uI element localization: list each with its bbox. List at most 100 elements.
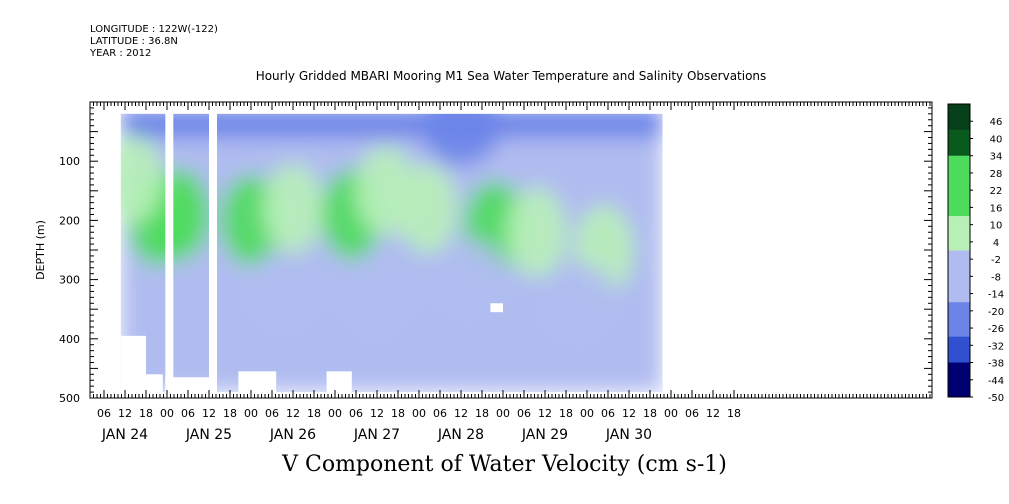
latitude-label: LATITUDE : 36.8N — [90, 36, 178, 47]
chart-caption: V Component of Water Velocity (cm s-1) — [282, 452, 727, 477]
colorbar-label-9: -8 — [991, 272, 1001, 283]
x-tick-label-20: 06 — [517, 407, 531, 420]
colorbar-swatch-32 — [948, 379, 970, 389]
y-axis-label: DEPTH (m) — [34, 220, 47, 280]
x-tick-label-29: 12 — [706, 407, 720, 420]
field-feature-6 — [397, 163, 458, 254]
colorbar-label-7: 4 — [993, 238, 999, 249]
colorbar-label-10: -14 — [988, 290, 1004, 301]
colorbar-swatch-28 — [948, 345, 970, 355]
colorbar-swatch-24 — [948, 310, 970, 320]
colorbar-swatch-11 — [948, 198, 970, 208]
colorbar-swatch-21 — [948, 284, 970, 295]
data-gap-10 — [662, 102, 932, 398]
colorbar-swatch-2 — [948, 121, 970, 131]
x-tick-label-27: 00 — [664, 407, 678, 420]
x-day-label-4: JAN 28 — [437, 427, 484, 443]
y-tick-label-4: 500 — [59, 392, 80, 405]
y-tick-label-2: 300 — [59, 274, 80, 287]
x-tick-label-2: 18 — [139, 407, 153, 420]
field-feature-13 — [429, 239, 510, 320]
x-tick-label-21: 12 — [538, 407, 552, 420]
longitude-label: LONGITUDE : 122W(-122) — [90, 24, 218, 35]
field-feature-3 — [263, 163, 323, 254]
field-feature-11 — [244, 251, 325, 332]
x-tick-label-4: 06 — [181, 407, 195, 420]
chart-title: Hourly Gridded MBARI Mooring M1 Sea Wate… — [255, 69, 767, 83]
velocity-field — [103, 102, 663, 393]
y-tick-label-1: 200 — [59, 214, 80, 227]
colorbar-swatch-19 — [948, 267, 970, 277]
x-tick-label-7: 00 — [244, 407, 258, 420]
x-tick-label-18: 18 — [475, 407, 489, 420]
colorbar-label-5: 16 — [990, 203, 1003, 214]
data-gap-8 — [490, 303, 503, 313]
x-tick-label-8: 06 — [265, 407, 279, 420]
colorbar-swatch-8 — [948, 172, 970, 183]
colorbar-swatch-4 — [948, 138, 970, 148]
data-gap-1 — [120, 335, 146, 398]
x-tick-label-12: 06 — [349, 407, 363, 420]
colorbar-swatch-13 — [948, 216, 970, 226]
colorbar-label-12: -26 — [988, 324, 1004, 335]
colorbar-swatch-15 — [948, 233, 970, 243]
colorbar-label-8: -2 — [991, 255, 1001, 266]
x-tick-label-24: 06 — [601, 407, 615, 420]
colorbar-swatch-22 — [948, 293, 970, 303]
data-gap-6 — [238, 371, 277, 393]
colorbar-label-14: -38 — [988, 359, 1004, 370]
x-tick-label-9: 12 — [286, 407, 300, 420]
colorbar-label-6: 10 — [990, 221, 1003, 232]
year-label: YEAR : 2012 — [90, 48, 152, 59]
colorbar-swatch-1 — [948, 112, 970, 122]
colorbar-swatch-16 — [948, 241, 970, 251]
x-tick-label-15: 00 — [412, 407, 426, 420]
colorbar-swatch-0 — [948, 104, 970, 114]
colorbar-swatch-3 — [948, 129, 970, 139]
x-tick-label-30: 18 — [727, 407, 741, 420]
colorbar-swatch-12 — [948, 207, 970, 217]
x-tick-label-28: 06 — [685, 407, 699, 420]
data-gap-3 — [165, 102, 174, 398]
colorbar-label-0: 46 — [990, 117, 1003, 128]
field-feature-8 — [506, 187, 567, 278]
header-meta: LONGITUDE : 122W(-122) LATITUDE : 36.8N … — [90, 24, 218, 60]
data-gap-11 — [90, 102, 932, 114]
colorbar-label-2: 34 — [990, 152, 1003, 163]
colorbar-swatch-30 — [948, 362, 970, 372]
colorbar-label-4: 22 — [990, 186, 1003, 197]
field-feature-12 — [337, 257, 417, 338]
x-tick-label-26: 18 — [643, 407, 657, 420]
colorbar-swatch-31 — [948, 371, 970, 381]
colorbar-label-15: -44 — [988, 376, 1004, 387]
colorbar-swatch-6 — [948, 155, 970, 165]
colorbar-label-3: 28 — [990, 169, 1003, 180]
y-tick-label-0: 100 — [59, 155, 80, 168]
y-tick-label-3: 400 — [59, 333, 80, 346]
x-tick-label-5: 12 — [202, 407, 216, 420]
x-tick-label-11: 00 — [328, 407, 342, 420]
field-feature-1 — [149, 169, 210, 260]
x-tick-label-25: 12 — [622, 407, 636, 420]
x-tick-label-10: 18 — [307, 407, 321, 420]
field-feature-14 — [538, 263, 619, 344]
x-tick-label-3: 00 — [160, 407, 174, 420]
x-tick-label-19: 00 — [496, 407, 510, 420]
colorbar-swatch-25 — [948, 319, 970, 329]
x-tick-label-6: 18 — [223, 407, 237, 420]
x-tick-label-1: 12 — [118, 407, 132, 420]
x-tick-label-14: 18 — [391, 407, 405, 420]
data-gap-9 — [120, 392, 663, 398]
colorbar-swatch-20 — [948, 276, 970, 286]
colorbar-label-13: -32 — [988, 341, 1004, 352]
colorbar-swatch-29 — [948, 353, 970, 364]
x-day-label-2: JAN 26 — [269, 427, 316, 443]
x-tick-label-17: 12 — [454, 407, 468, 420]
x-tick-label-23: 00 — [580, 407, 594, 420]
colorbar-label-11: -20 — [988, 307, 1004, 318]
x-tick-label-22: 18 — [559, 407, 573, 420]
x-day-label-1: JAN 25 — [185, 427, 232, 443]
colorbar-swatch-9 — [948, 181, 970, 191]
colorbar-swatch-17 — [948, 250, 970, 260]
